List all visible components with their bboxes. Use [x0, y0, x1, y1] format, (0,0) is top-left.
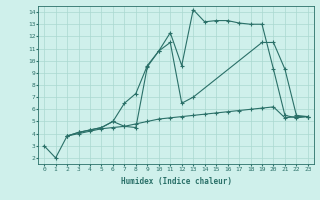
X-axis label: Humidex (Indice chaleur): Humidex (Indice chaleur) — [121, 177, 231, 186]
